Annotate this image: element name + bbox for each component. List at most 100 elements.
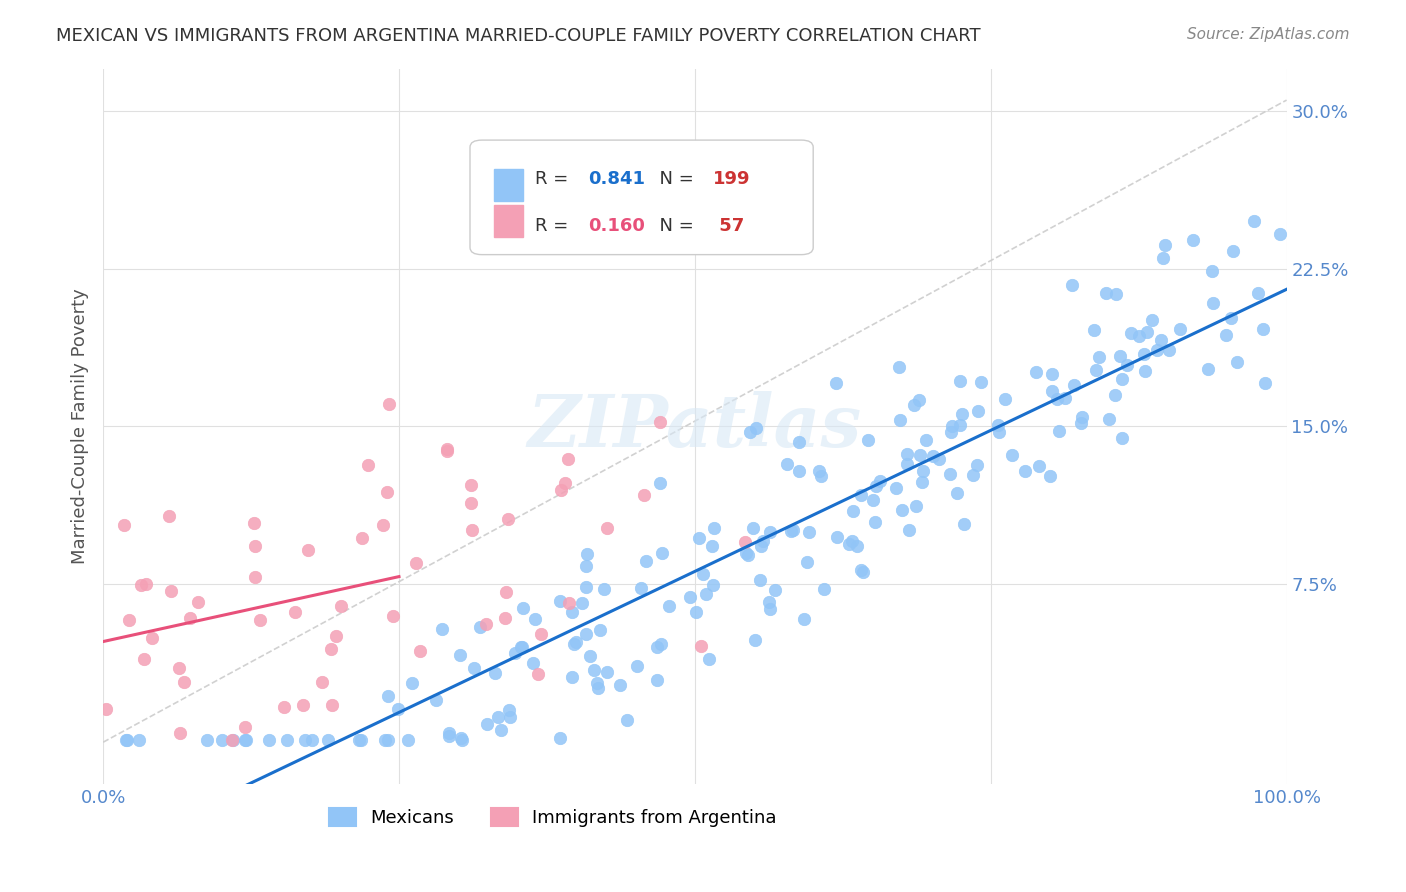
Point xyxy=(461,523,484,537)
Point xyxy=(616,713,638,727)
Point xyxy=(1040,384,1063,399)
Point xyxy=(1243,213,1265,227)
Point xyxy=(425,693,447,707)
Point xyxy=(737,549,759,563)
Point xyxy=(554,476,576,491)
Point xyxy=(1088,351,1111,365)
Point xyxy=(377,689,399,703)
Point xyxy=(561,605,583,619)
Point xyxy=(793,612,815,626)
Point xyxy=(595,521,617,535)
Point xyxy=(950,408,973,422)
Point xyxy=(740,425,762,440)
Point xyxy=(903,398,925,412)
Point xyxy=(1025,365,1047,379)
Point xyxy=(789,464,811,478)
Point xyxy=(349,733,371,747)
Text: R =: R = xyxy=(536,217,574,235)
Point xyxy=(157,509,180,524)
Point xyxy=(503,647,526,661)
Point xyxy=(910,448,932,462)
Point xyxy=(510,640,533,654)
Point xyxy=(915,433,938,447)
Point xyxy=(807,464,830,478)
Point xyxy=(273,700,295,714)
Point xyxy=(759,602,782,616)
Point xyxy=(548,594,571,608)
Point xyxy=(962,467,984,482)
Point xyxy=(799,525,821,540)
Point xyxy=(1039,469,1062,483)
Point xyxy=(1121,326,1143,340)
Point xyxy=(1253,321,1275,335)
Point xyxy=(858,433,880,447)
Point xyxy=(1133,364,1156,378)
Point xyxy=(780,524,803,538)
Point xyxy=(550,483,572,498)
Point xyxy=(565,634,588,648)
Point xyxy=(1247,286,1270,301)
Point xyxy=(311,674,333,689)
Point xyxy=(891,503,914,517)
Point xyxy=(523,612,546,626)
Point xyxy=(564,637,586,651)
Point xyxy=(1094,285,1116,300)
Point xyxy=(382,609,405,624)
Point xyxy=(498,703,520,717)
Point xyxy=(928,452,950,467)
Point xyxy=(685,605,707,619)
Point xyxy=(408,644,430,658)
Point xyxy=(468,620,491,634)
Point xyxy=(571,596,593,610)
Point xyxy=(211,733,233,747)
Point xyxy=(575,580,598,594)
Point xyxy=(845,539,868,553)
Point xyxy=(460,478,482,492)
Point xyxy=(648,475,671,490)
Point xyxy=(865,479,887,493)
Point xyxy=(787,435,810,450)
Y-axis label: Married-Couple Family Poverty: Married-Couple Family Poverty xyxy=(72,288,89,565)
Point xyxy=(695,587,717,601)
Point xyxy=(1063,378,1085,392)
Point xyxy=(396,733,419,747)
Text: ZIPatlas: ZIPatlas xyxy=(527,391,862,462)
Text: Source: ZipAtlas.com: Source: ZipAtlas.com xyxy=(1187,27,1350,42)
Point xyxy=(1201,264,1223,278)
Point xyxy=(953,516,976,531)
Point xyxy=(1202,296,1225,310)
Point xyxy=(350,531,373,545)
Point xyxy=(1215,327,1237,342)
Point xyxy=(949,374,972,388)
Point xyxy=(557,451,579,466)
Point xyxy=(838,537,860,551)
Point xyxy=(405,557,427,571)
Point xyxy=(987,418,1010,433)
Point xyxy=(1083,323,1105,337)
Point xyxy=(758,595,780,609)
Point xyxy=(647,640,669,654)
Point xyxy=(1152,251,1174,265)
Point xyxy=(626,659,648,673)
FancyBboxPatch shape xyxy=(470,140,813,254)
Point xyxy=(375,485,398,500)
Point xyxy=(233,720,256,734)
Point xyxy=(1254,376,1277,391)
Point xyxy=(869,474,891,488)
Point xyxy=(813,582,835,597)
Point xyxy=(988,425,1011,439)
Point xyxy=(557,596,579,610)
Point xyxy=(128,733,150,747)
Text: 0.160: 0.160 xyxy=(588,217,645,235)
Point xyxy=(647,673,669,687)
Point xyxy=(575,626,598,640)
Point xyxy=(1142,312,1164,326)
Point xyxy=(939,467,962,482)
Point xyxy=(115,733,138,747)
Point xyxy=(115,733,138,747)
Point xyxy=(129,577,152,591)
Point xyxy=(297,543,319,558)
Point xyxy=(863,516,886,530)
Point xyxy=(759,525,782,540)
Point xyxy=(350,733,373,747)
